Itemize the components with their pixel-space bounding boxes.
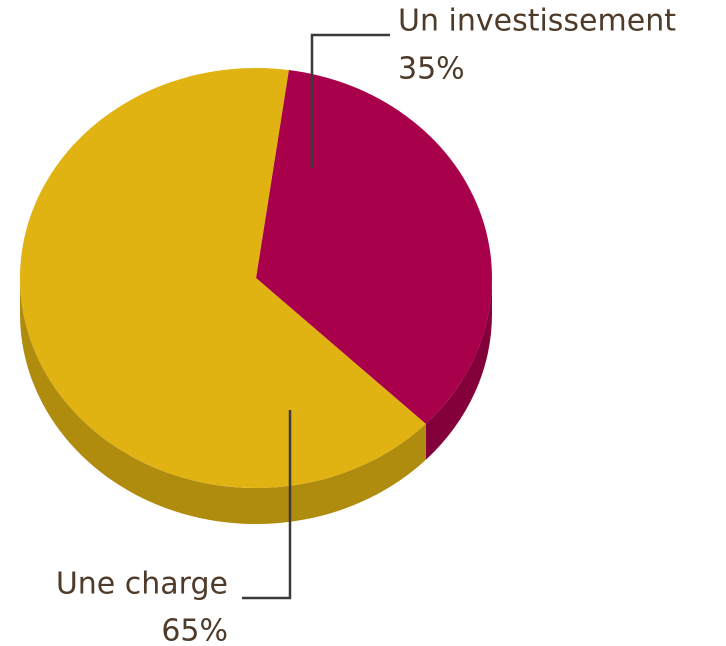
- slice-side: [20, 278, 426, 525]
- value-label: 65%: [161, 614, 228, 646]
- value-label: 35%: [398, 52, 465, 87]
- pie: [19, 67, 492, 525]
- slice-label: Un investissement: [398, 4, 676, 39]
- slice-side: [425, 278, 492, 460]
- leader-line: [310, 33, 390, 168]
- pie-slice: [19, 67, 426, 488]
- pie-slice: [256, 70, 492, 424]
- slice-label: Une charge: [56, 567, 228, 602]
- leader-line: [242, 410, 292, 600]
